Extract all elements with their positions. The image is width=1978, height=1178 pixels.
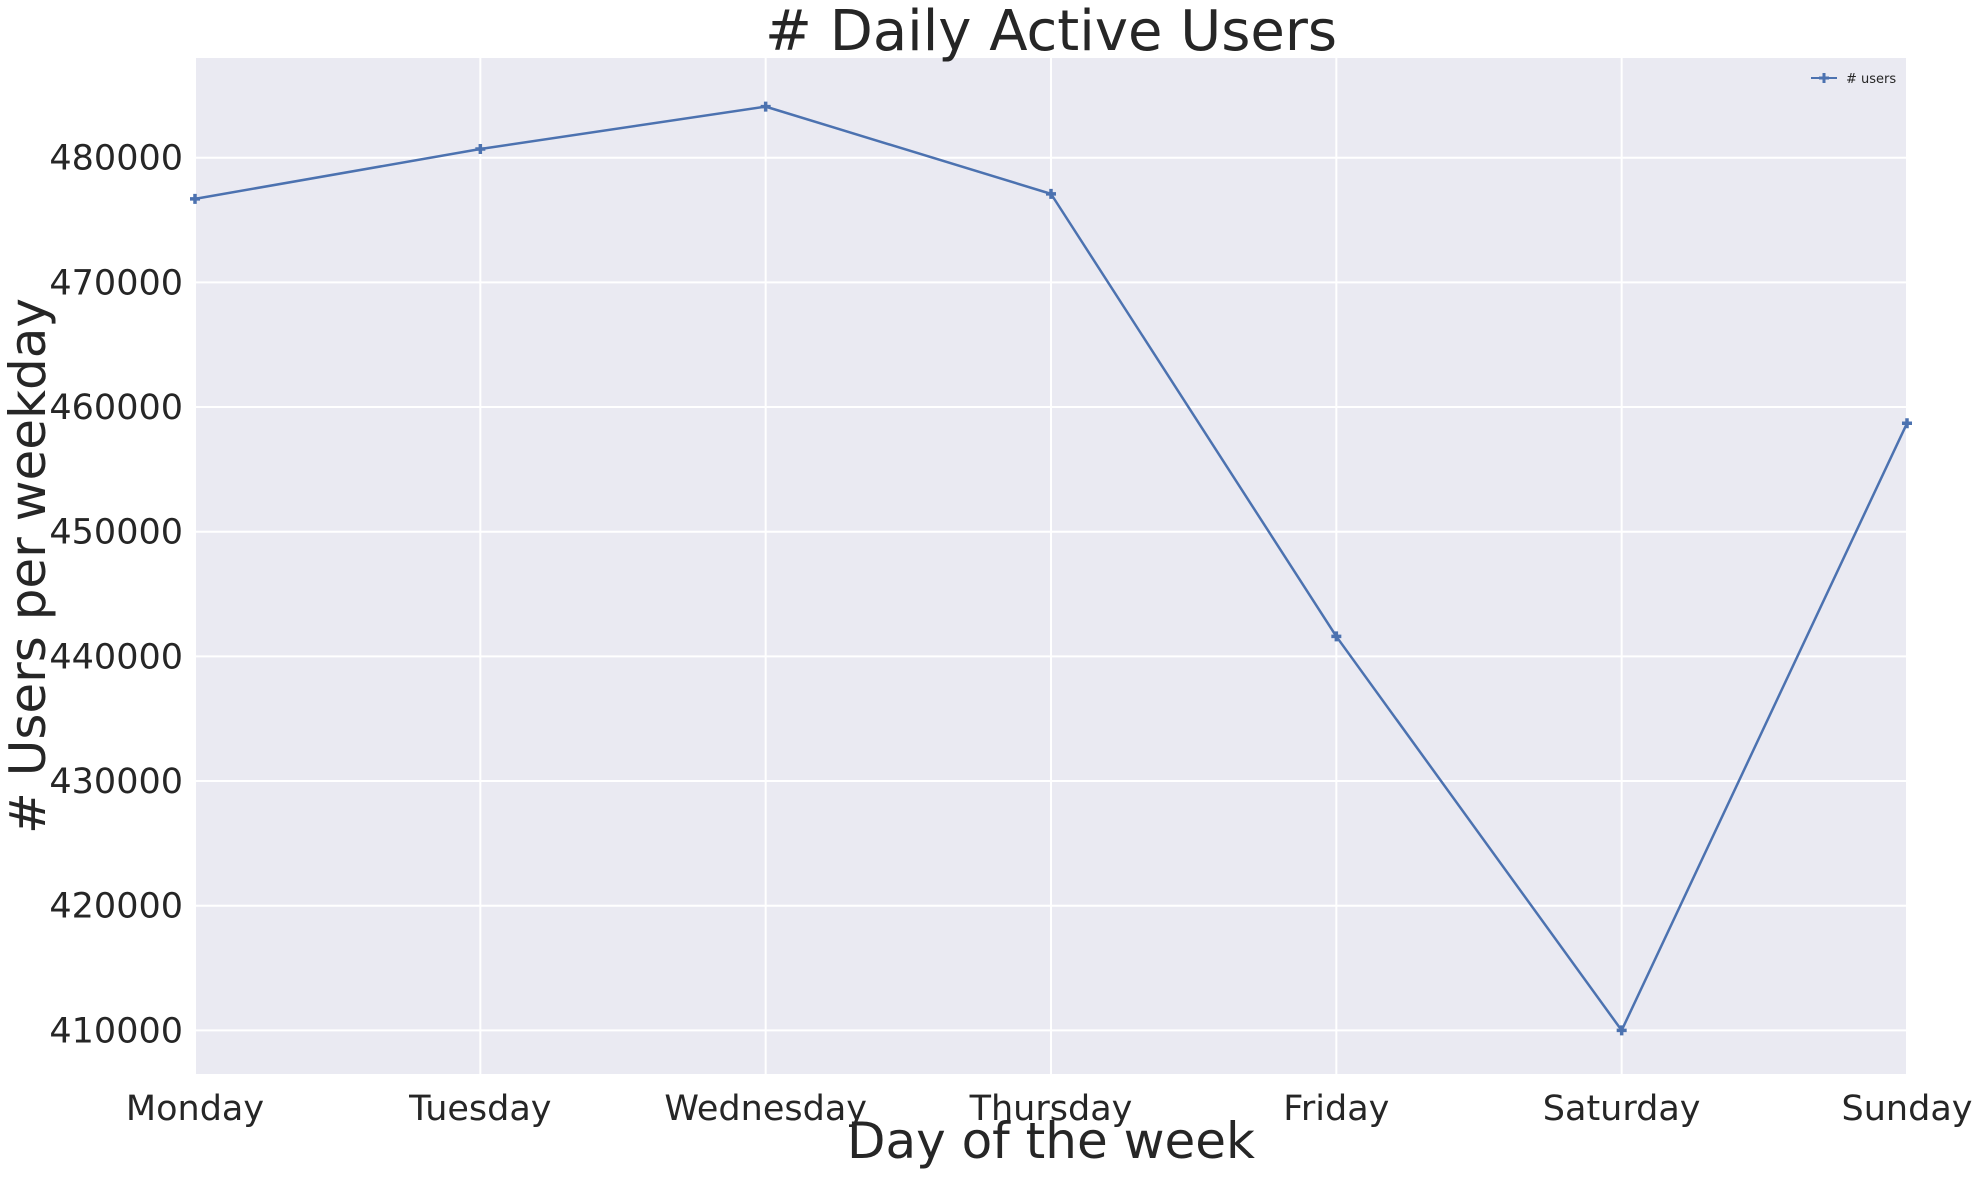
- chart-title: # Daily Active Users: [765, 0, 1337, 64]
- tick-labels: 410000 420000 430000 440000 450000 460000 4700…: [49, 139, 1972, 1129]
- y-tick-label: 460000: [49, 388, 183, 428]
- y-tick-label: 440000: [49, 637, 183, 677]
- y-tick-label: 480000: [49, 139, 183, 179]
- y-tick-label: 420000: [49, 887, 183, 927]
- data-point-marker: [475, 144, 486, 155]
- data-point-marker: [190, 193, 200, 204]
- data-point-marker: [1331, 631, 1342, 642]
- y-axis-title: # Users per weekday: [0, 298, 57, 834]
- legend-marker-icon: [1819, 73, 1829, 83]
- y-tick-label: 470000: [49, 263, 183, 303]
- x-tick-label: Tuesday: [408, 1089, 551, 1129]
- grid: [194, 58, 1908, 1074]
- data-point-marker: [1046, 188, 1056, 199]
- y-tick-label: 450000: [49, 513, 183, 553]
- x-axis-title: Day of the week: [847, 1112, 1255, 1170]
- data-point-marker: [760, 101, 771, 112]
- x-tick-label: Friday: [1283, 1089, 1389, 1129]
- x-tick-label: Sunday: [1842, 1089, 1973, 1129]
- data-markers: [190, 101, 1912, 1036]
- x-tick-label: Wednesday: [664, 1089, 867, 1129]
- x-tick-label: Thursday: [969, 1089, 1133, 1129]
- data-point-marker: [1902, 418, 1912, 429]
- legend-entry-label: # users: [1846, 72, 1896, 87]
- legend: # users: [1811, 72, 1896, 87]
- data-point-marker: [1616, 1025, 1627, 1036]
- x-tick-label: Saturday: [1543, 1089, 1701, 1129]
- y-tick-label: 430000: [49, 762, 183, 802]
- y-tick-label: 410000: [49, 1011, 183, 1051]
- x-tick-label: Monday: [126, 1089, 264, 1129]
